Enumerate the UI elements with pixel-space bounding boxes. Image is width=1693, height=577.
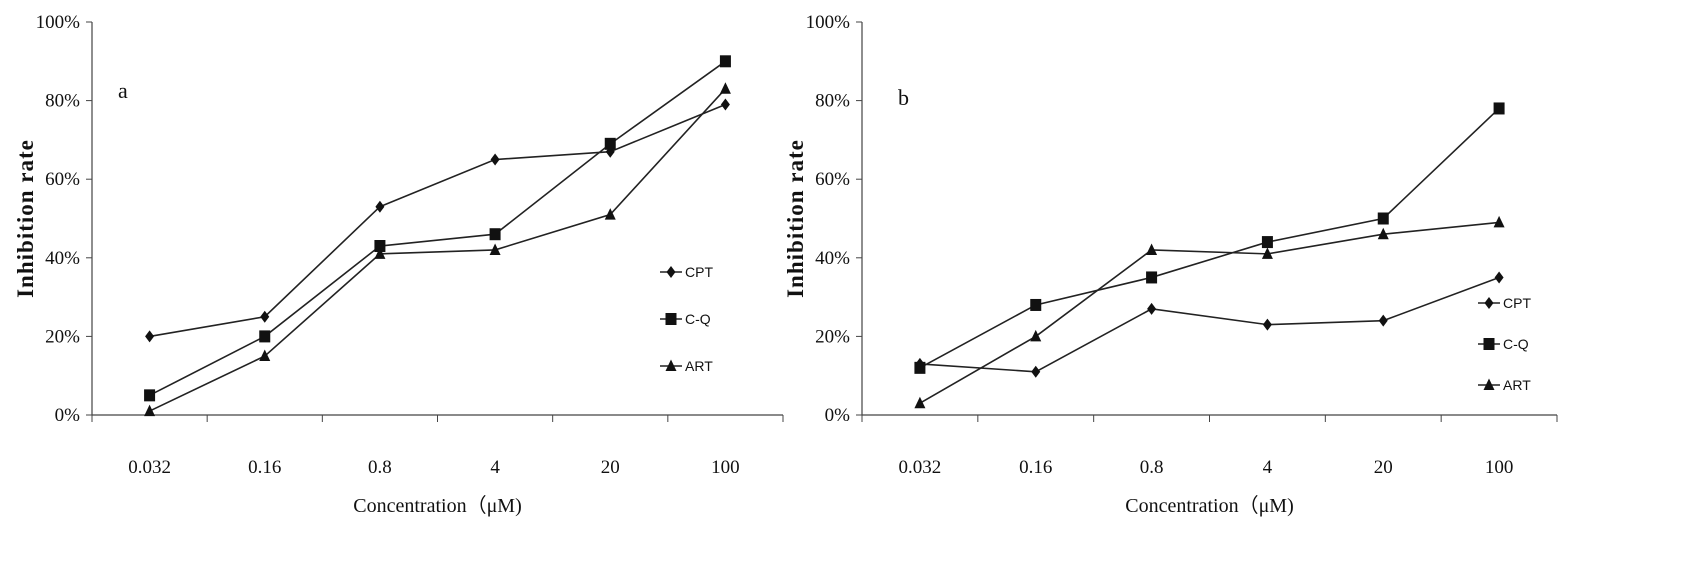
data-point-C-Q [144, 389, 155, 401]
panel-a: 0% 20% 40% 60% 80% 100% 0.032 0.16 0.8 4 20 100 Conc… [13, 12, 783, 517]
x-tick-label: 100 [1485, 457, 1514, 478]
y-tick-label: 20% [45, 326, 80, 347]
data-point-C-Q [259, 330, 270, 342]
legend-label: C-Q [685, 311, 711, 327]
series-CPT [145, 99, 730, 343]
x-tick-label: 0.032 [128, 457, 171, 478]
legend-item-CPT: CPT [660, 264, 713, 280]
x-tick-label: 4 [490, 457, 500, 478]
legend-marker [1484, 338, 1495, 350]
data-point-CPT [1147, 303, 1156, 315]
data-point-ART [720, 82, 731, 94]
series-line-CPT [150, 105, 726, 337]
y-tick-label: 80% [45, 91, 80, 112]
legend-label: C-Q [1503, 336, 1529, 352]
data-point-CPT [1263, 319, 1272, 331]
y-tick-label: 60% [45, 169, 80, 190]
data-point-C-Q [605, 138, 616, 150]
series-ART [144, 82, 731, 416]
data-point-C-Q [914, 362, 925, 374]
y-tick-label: 40% [815, 248, 850, 269]
x-tick-label: 20 [601, 457, 620, 478]
y-tick-label: 40% [45, 248, 80, 269]
x-axis-title: Concentration（μM) [353, 494, 521, 517]
data-point-CPT [1031, 366, 1040, 378]
x-tick-label: 0.16 [248, 457, 281, 478]
data-point-CPT [721, 99, 730, 111]
data-point-ART [259, 350, 270, 362]
y-tick-label: 100% [36, 12, 81, 33]
data-point-C-Q [720, 55, 731, 67]
data-point-C-Q [1378, 213, 1389, 225]
y-tick-label: 0% [55, 405, 81, 426]
data-point-ART [914, 397, 925, 409]
panel-label: b [898, 85, 909, 110]
data-point-C-Q [1030, 299, 1041, 311]
legend-marker [666, 313, 677, 325]
series-line-C-Q [920, 108, 1499, 367]
legend-label: CPT [685, 264, 713, 280]
data-point-CPT [491, 154, 500, 166]
legend-item-ART: ART [1478, 377, 1531, 393]
legend-label: ART [685, 358, 713, 374]
y-tick-label: 0% [825, 405, 851, 426]
legend-label: ART [1503, 377, 1531, 393]
legend-marker [1485, 297, 1494, 309]
series-C-Q [914, 102, 1504, 373]
x-tick-label: 100 [711, 457, 740, 478]
panel-label: a [118, 78, 128, 103]
series-line-ART [920, 222, 1499, 403]
series-ART [914, 216, 1504, 408]
data-point-C-Q [1262, 236, 1273, 248]
data-point-C-Q [1494, 102, 1505, 114]
legend-item-CPT: CPT [1478, 295, 1531, 311]
legend-item-C-Q: C-Q [660, 311, 711, 327]
series-line-CPT [920, 277, 1499, 371]
x-tick-label: 0.16 [1019, 457, 1052, 478]
series-line-ART [150, 89, 726, 411]
y-tick-label: 80% [815, 91, 850, 112]
x-axis-title: Concentration（μM) [1125, 494, 1293, 517]
data-point-C-Q [490, 228, 501, 240]
x-tick-label: 4 [1263, 457, 1273, 478]
x-tick-label: 0.8 [1140, 457, 1164, 478]
data-point-ART [1494, 216, 1505, 228]
legend-item-ART: ART [660, 358, 713, 374]
y-tick-label: 20% [815, 326, 850, 347]
series-CPT [915, 271, 1503, 377]
y-axis-title: Inhibition rate [13, 139, 38, 298]
y-tick-label: 60% [815, 169, 850, 190]
x-tick-label: 20 [1374, 457, 1393, 478]
series-line-C-Q [150, 61, 726, 395]
y-axis-title: Inhibition rate [783, 139, 808, 298]
data-point-ART [144, 405, 155, 417]
data-point-CPT [145, 330, 154, 342]
data-point-ART [1030, 330, 1041, 342]
x-tick-label: 0.032 [899, 457, 942, 478]
legend-label: CPT [1503, 295, 1531, 311]
data-point-CPT [1495, 271, 1504, 283]
legend-marker [667, 266, 676, 278]
legend-item-C-Q: C-Q [1478, 336, 1529, 352]
data-point-CPT [375, 201, 384, 213]
y-tick-label: 100% [806, 12, 851, 33]
data-point-ART [1146, 243, 1157, 255]
panel-b: 0% 20% 40% 60% 80% 100% 0.032 0.16 0.8 4 20 100 Conc… [783, 12, 1557, 517]
series-C-Q [144, 55, 731, 401]
data-point-CPT [260, 311, 269, 323]
data-point-CPT [1379, 315, 1388, 327]
x-tick-label: 0.8 [368, 457, 392, 478]
data-point-C-Q [1146, 271, 1157, 283]
